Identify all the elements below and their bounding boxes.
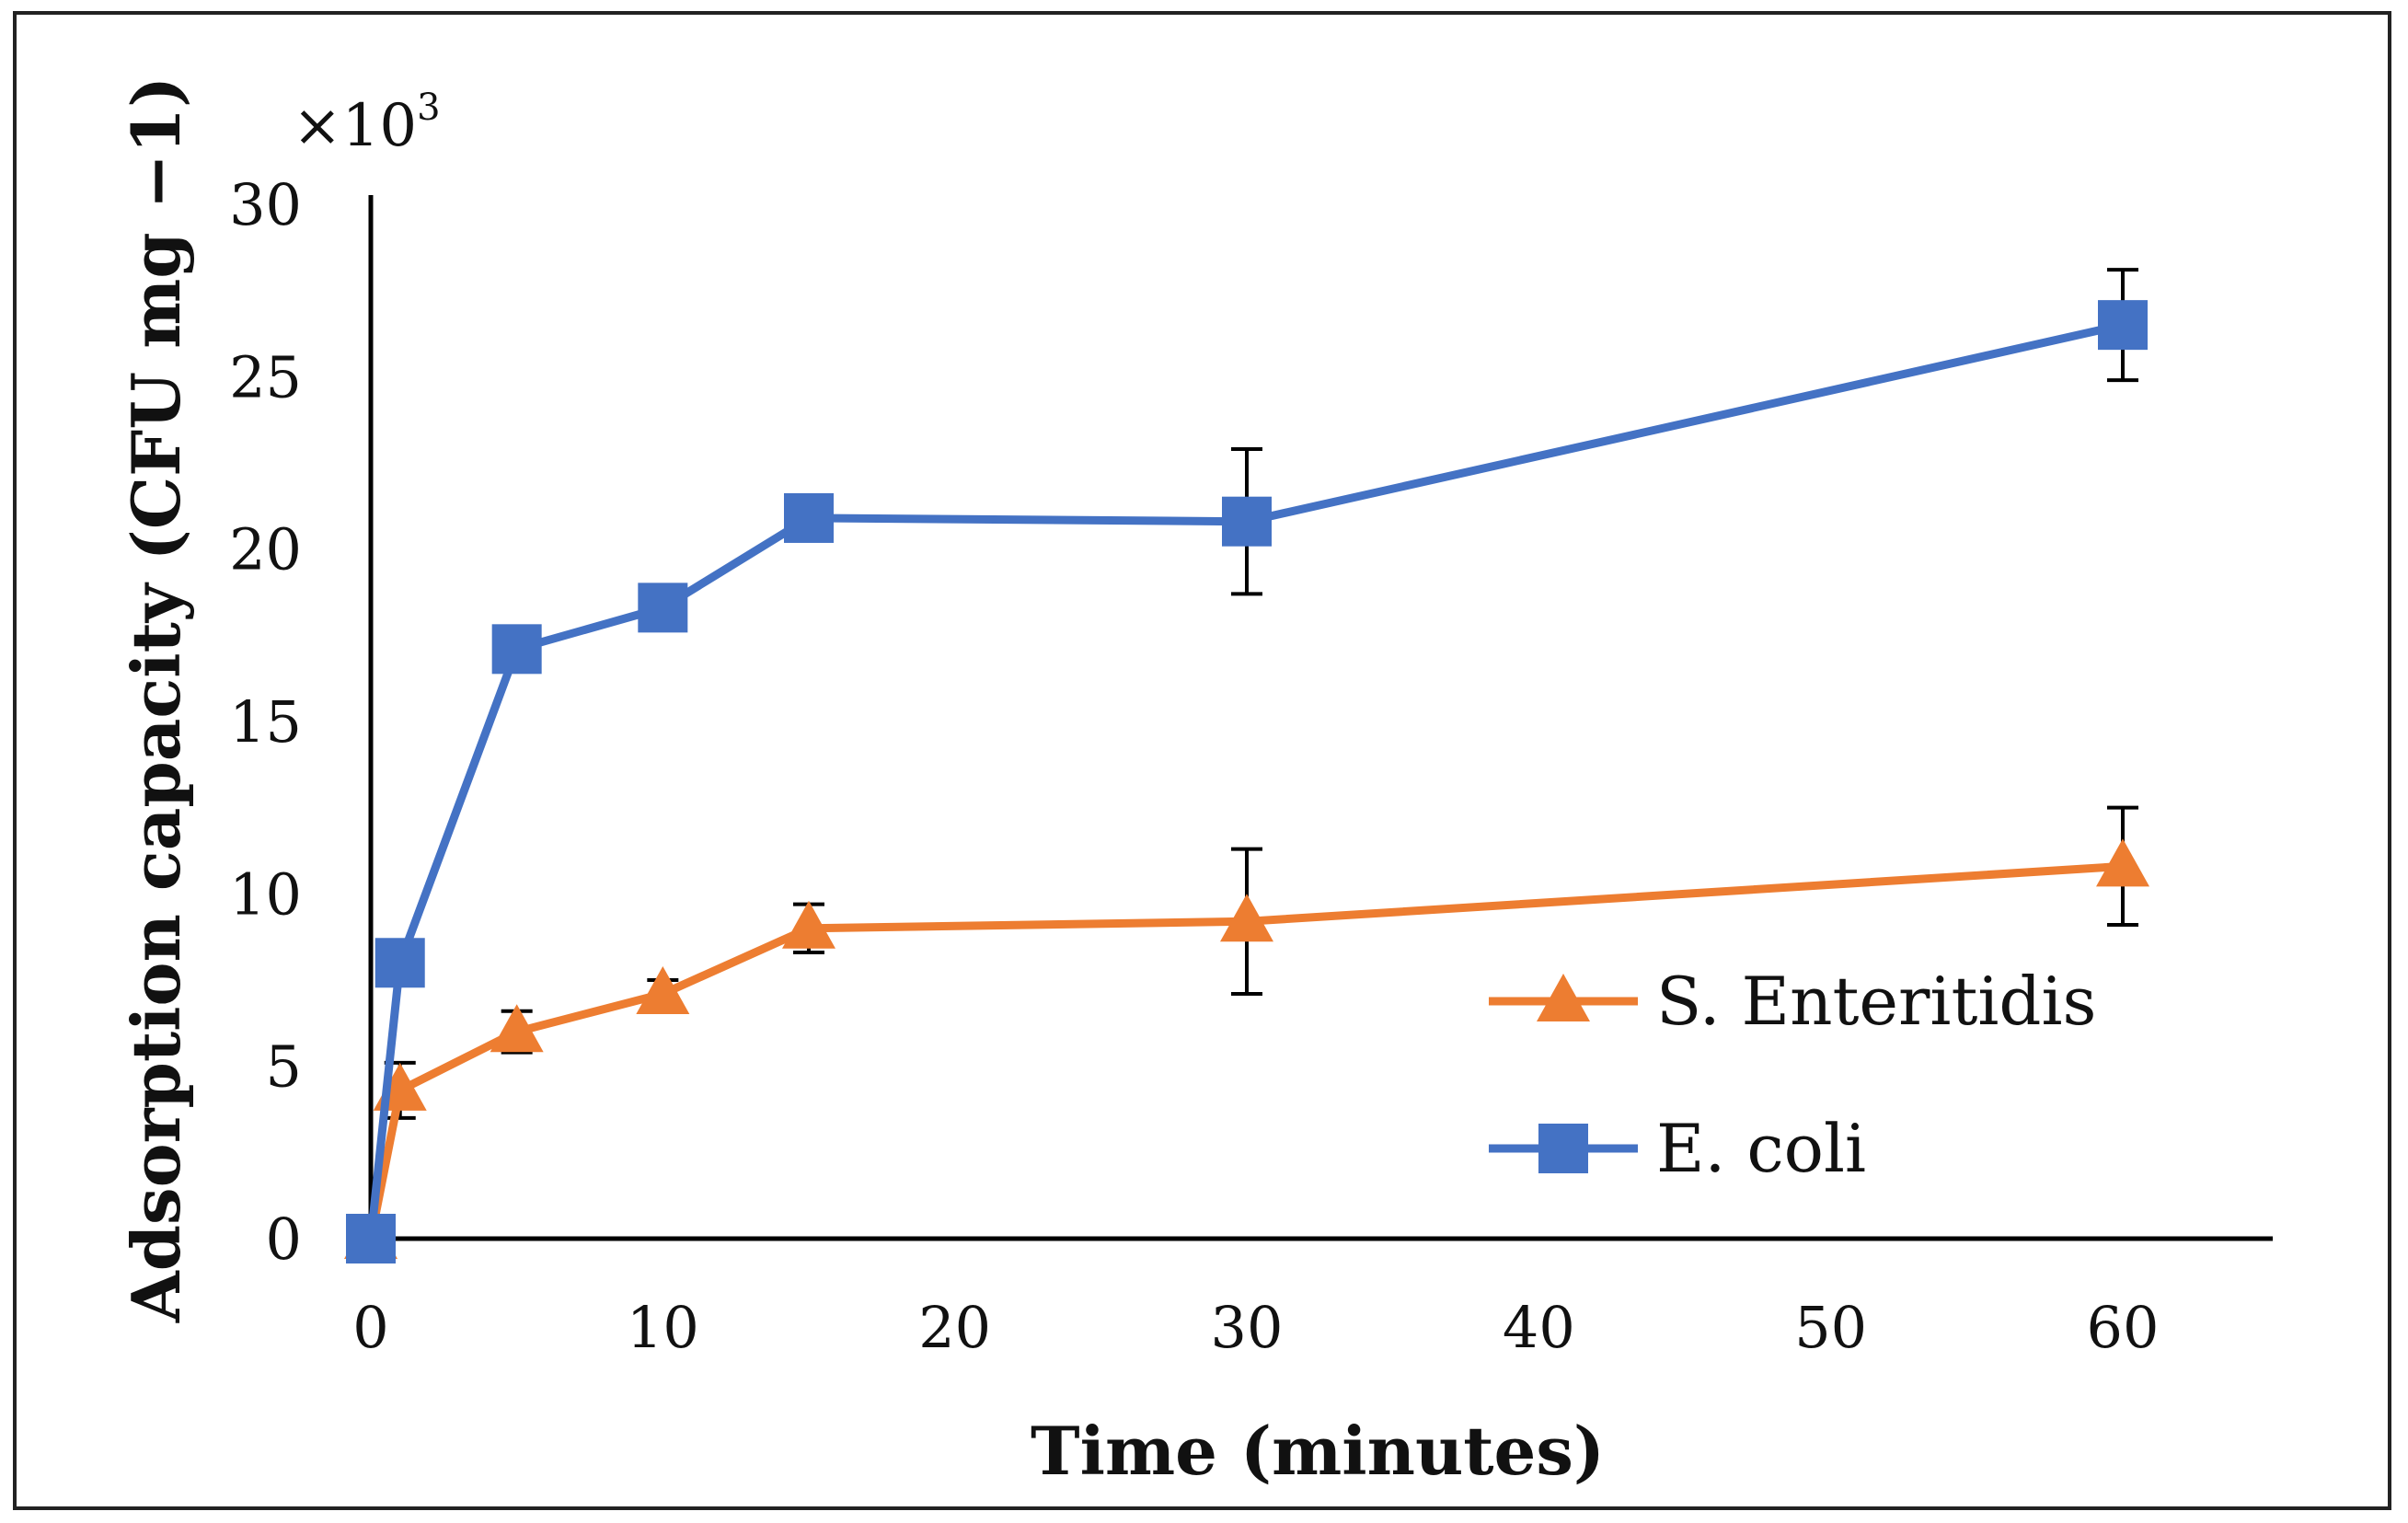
data-point	[782, 900, 835, 949]
data-point	[2096, 838, 2149, 887]
legend-marker	[1537, 974, 1590, 1021]
data-point	[638, 583, 688, 633]
y-tick-label: 10	[229, 860, 302, 928]
legend-entry-e-coli: E. coli	[1489, 1110, 1866, 1187]
x-tick-label: 30	[1211, 1294, 1284, 1361]
data-point	[490, 1004, 544, 1053]
y-tick-label: 5	[266, 1033, 302, 1101]
y-tick-label: 25	[229, 343, 302, 410]
y-multiplier-base: ×10	[293, 92, 417, 160]
y-multiplier-exponent: 3	[417, 87, 440, 129]
series-e-coli	[346, 268, 2148, 1263]
legend-label: S. Enteritidis	[1656, 963, 2096, 1040]
y-multiplier: ×103	[293, 87, 441, 160]
x-tick-label: 20	[918, 1294, 991, 1361]
x-axis-title: Time (minutes)	[1031, 1412, 1605, 1490]
y-tick-label: 20	[229, 516, 302, 583]
data-point	[491, 624, 542, 675]
legend: S. Enteritidis E. coli	[1489, 963, 2096, 1187]
data-point	[374, 938, 425, 988]
data-point	[636, 965, 690, 1014]
data-point	[1222, 496, 1272, 547]
x-tick-label: 60	[2087, 1294, 2160, 1361]
x-tick-label: 10	[627, 1294, 699, 1361]
data-point	[784, 492, 834, 543]
y-tick-label: 0	[266, 1206, 302, 1273]
data-point	[1220, 894, 1273, 942]
figure-frame	[13, 11, 2391, 1510]
y-tick-label: 15	[229, 688, 302, 756]
data-point	[346, 1214, 396, 1263]
x-tick-label: 50	[1794, 1294, 1867, 1361]
y-axis-title: Adsorption capacity (CFU mg −1)	[117, 76, 195, 1323]
data-point	[2098, 300, 2148, 351]
legend-label: E. coli	[1656, 1110, 1866, 1187]
x-tick-label: 0	[352, 1294, 388, 1361]
axes: 0 5 10 15 20 25 30 0 10 20 30 40 50 60	[229, 171, 2273, 1361]
x-tick-label: 40	[1503, 1294, 1575, 1361]
y-tick-label: 30	[229, 171, 302, 238]
legend-marker	[1538, 1124, 1588, 1173]
legend-entry-s-enteritidis: S. Enteritidis	[1489, 963, 2096, 1040]
series-layer	[344, 268, 2149, 1263]
